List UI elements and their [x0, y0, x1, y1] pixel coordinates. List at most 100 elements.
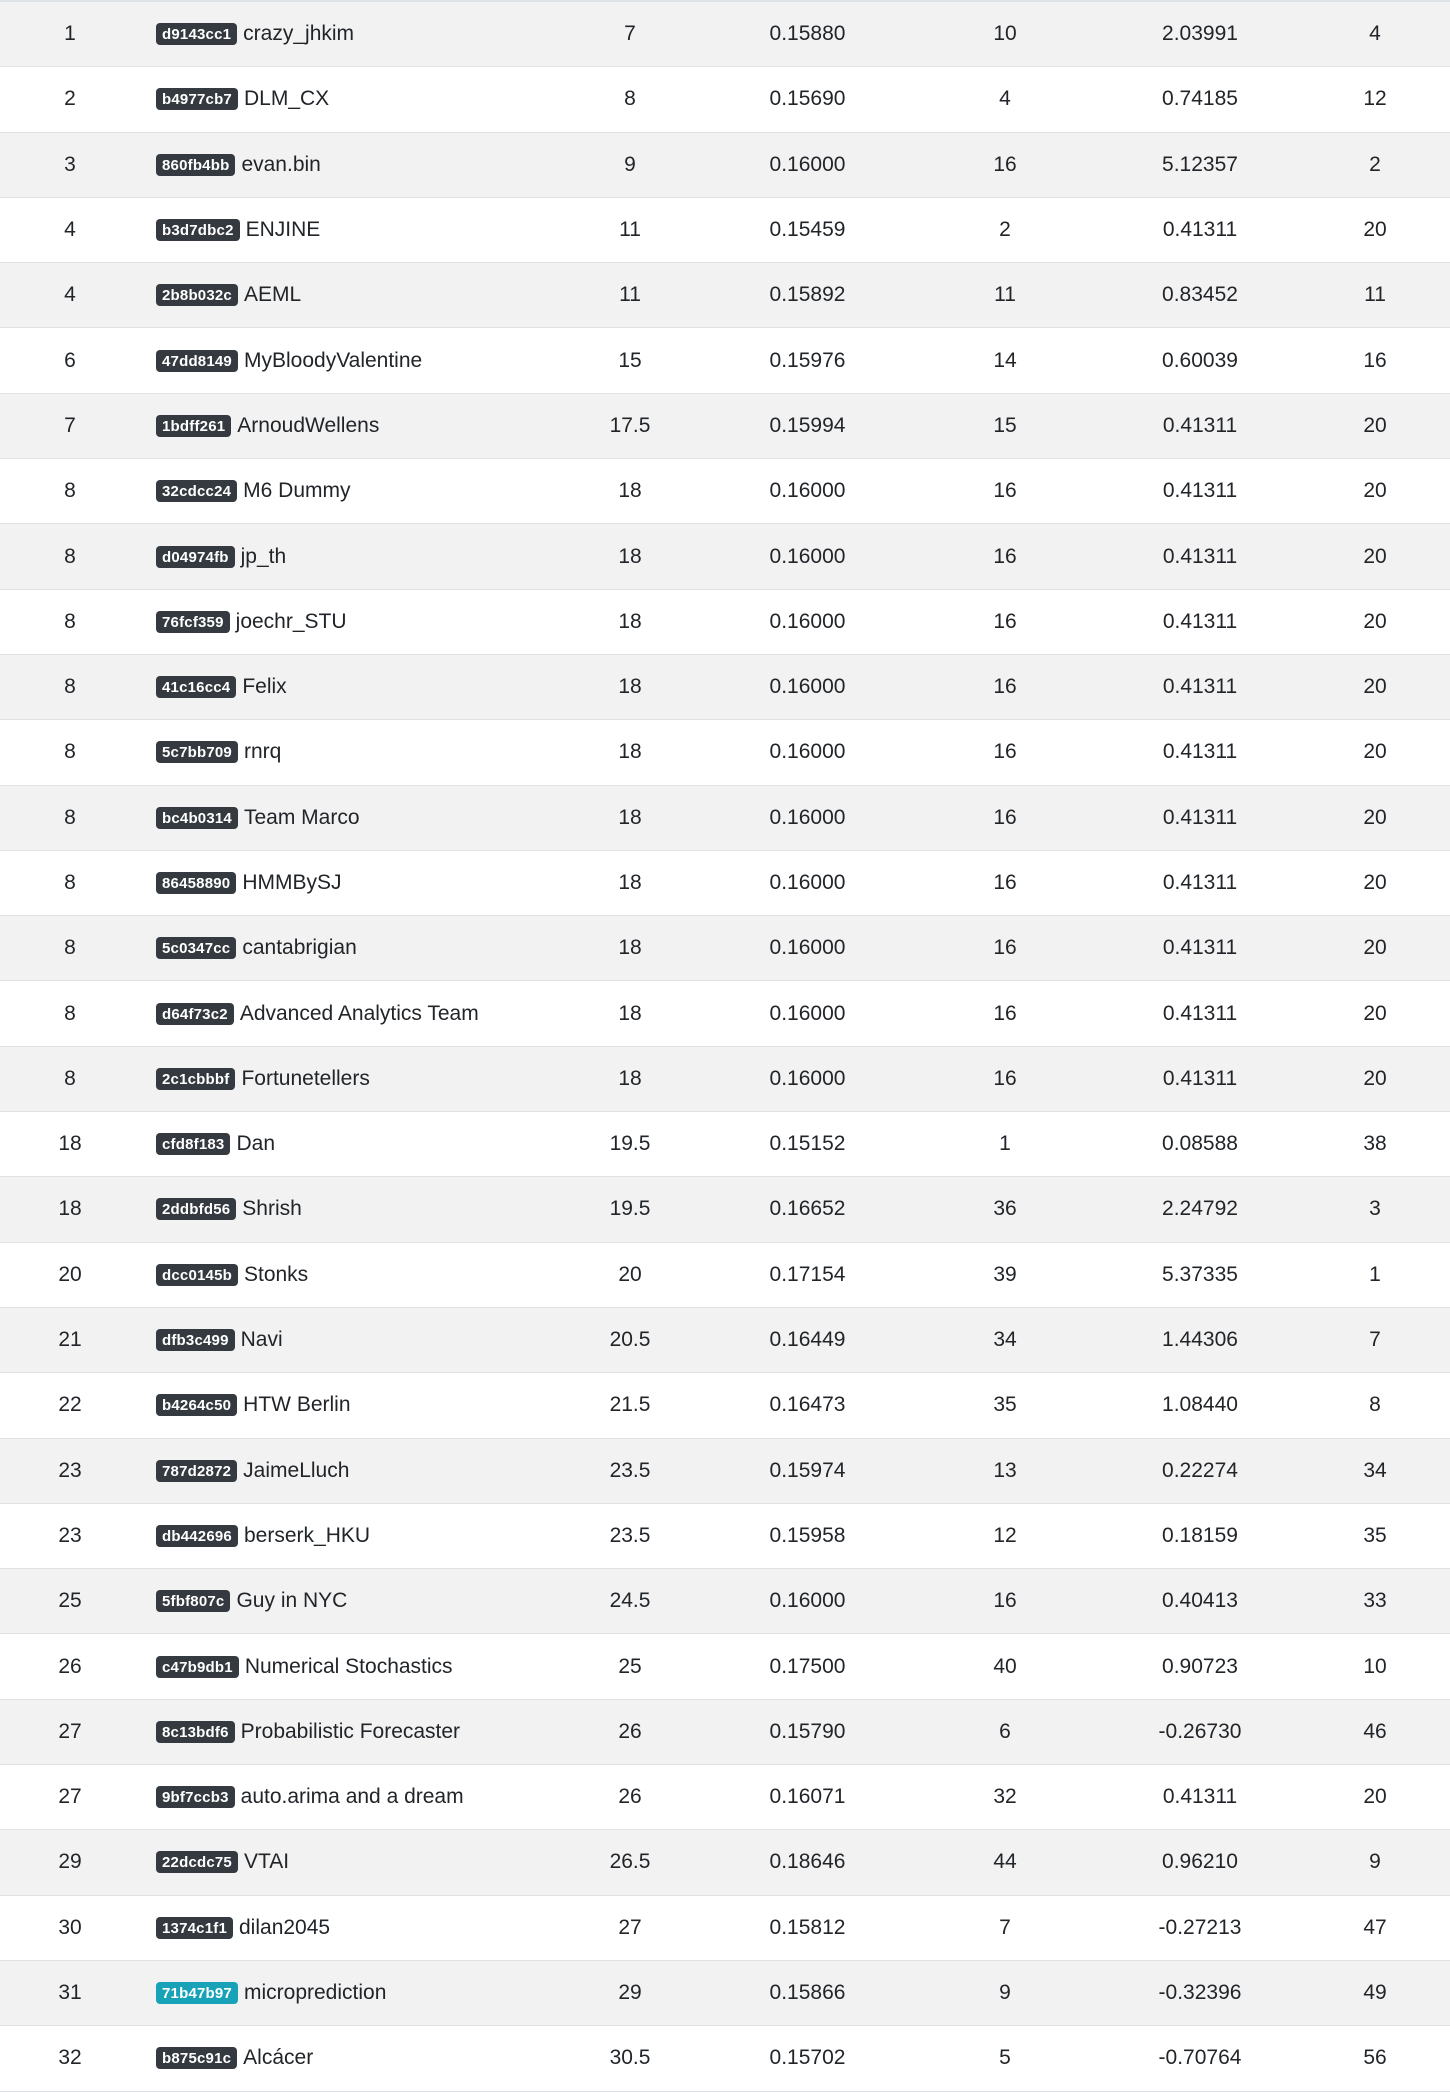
- return-rank-cell: 10: [1363, 1654, 1387, 1678]
- return-rank-cell: 11: [1364, 283, 1386, 307]
- team-id-badge: dcc0145b: [156, 1263, 238, 1286]
- rank-cell: 6: [64, 348, 76, 372]
- rank-cell: 2: [64, 87, 76, 111]
- return-cell: -0.32396: [1158, 1981, 1242, 2005]
- score-cell: 0.15880: [769, 22, 846, 46]
- table-row: 3 860fb4bb evan.bin 9 0.16000 16 5.12357 2: [0, 132, 1450, 198]
- team-id-badge: 5c0347cc: [156, 937, 237, 960]
- table-row: 21 dfb3c499 Navi 20.5 0.16449 34 1.44306 7: [0, 1307, 1450, 1374]
- avg-rank-cell: 18: [618, 871, 642, 894]
- return-rank-cell: 46: [1363, 1719, 1387, 1743]
- rank-cell: 1: [64, 22, 76, 46]
- avg-rank-cell: 11: [619, 283, 641, 307]
- score-rank-cell: 14: [993, 348, 1017, 372]
- return-cell: 0.60039: [1162, 348, 1238, 372]
- score-rank-cell: 39: [993, 1262, 1017, 1286]
- table-row: 31 71b47b97 microprediction 29 0.15866 9 -0.32…: [0, 1960, 1450, 2027]
- return-rank-cell: 3: [1369, 1197, 1381, 1221]
- team-name: rnrq: [243, 740, 282, 764]
- avg-rank-cell: 11: [619, 218, 641, 242]
- team-id-badge: 5c7bb709: [156, 741, 238, 764]
- avg-rank-cell: 18: [618, 544, 642, 568]
- score-cell: 0.15994: [769, 413, 846, 437]
- table-row: 18 cfd8f183 Dan 19.5 0.15152 1 0.08588 38: [0, 1112, 1450, 1178]
- rank-cell: 21: [58, 1328, 82, 1352]
- score-cell: 0.16000: [769, 544, 846, 568]
- team-cell: 22dcdc75 VTAI: [140, 1850, 555, 1874]
- rank-cell: 8: [64, 1066, 76, 1090]
- team-id-badge: d04974fb: [156, 545, 235, 568]
- score-cell: 0.18646: [769, 1850, 846, 1874]
- team-cell: 9bf7ccb3 auto.arima and a dream: [140, 1785, 555, 1809]
- team-id-badge: d64f73c2: [156, 1002, 234, 1025]
- table-row: 27 8c13bdf6 Probabilistic Forecaster 26 0.15…: [0, 1699, 1450, 1766]
- score-cell: 0.16000: [769, 1066, 846, 1090]
- team-name: Fortunetellers: [241, 1066, 370, 1090]
- rank-cell: 8: [64, 544, 76, 568]
- return-rank-cell: 34: [1363, 1458, 1387, 1482]
- return-cell: 0.41311: [1162, 805, 1238, 829]
- score-rank-cell: 16: [993, 1001, 1017, 1025]
- score-rank-cell: 15: [993, 413, 1017, 437]
- team-cell: d64f73c2 Advanced Analytics Team: [140, 1002, 555, 1026]
- return-cell: 0.41311: [1162, 609, 1238, 633]
- team-name: Felix: [242, 675, 287, 699]
- team-name: Guy in NYC: [236, 1589, 348, 1613]
- avg-rank-cell: 21.5: [609, 1393, 651, 1417]
- score-rank-cell: 44: [993, 1850, 1017, 1874]
- rank-cell: 4: [64, 283, 76, 307]
- score-rank-cell: 16: [993, 936, 1017, 960]
- team-id-badge: db442696: [156, 1524, 238, 1547]
- rank-cell: 3: [64, 152, 76, 176]
- avg-rank-cell: 18: [618, 740, 642, 764]
- team-name: ArnoudWellens: [237, 413, 380, 437]
- avg-rank-cell: 18: [618, 479, 642, 503]
- team-cell: bc4b0314 Team Marco: [140, 806, 555, 830]
- table-row: 8 d64f73c2 Advanced Analytics Team 18 0.1600…: [0, 981, 1450, 1047]
- table-row: 25 5fbf807c Guy in NYC 24.5 0.16000 16 0.40413…: [0, 1569, 1450, 1635]
- rank-cell: 23: [58, 1523, 82, 1547]
- score-cell: 0.17154: [769, 1262, 846, 1286]
- return-rank-cell: 20: [1363, 871, 1387, 894]
- score-cell: 0.16000: [769, 805, 846, 829]
- rank-cell: 20: [58, 1262, 82, 1286]
- score-cell: 0.16000: [769, 1001, 846, 1025]
- return-rank-cell: 1: [1369, 1262, 1381, 1286]
- score-rank-cell: 16: [993, 805, 1017, 829]
- return-rank-cell: 20: [1363, 740, 1387, 764]
- avg-rank-cell: 18: [618, 805, 642, 829]
- avg-rank-cell: 26: [618, 1719, 642, 1743]
- team-name: VTAI: [243, 1850, 290, 1874]
- table-row: 22 b4264c50 HTW Berlin 21.5 0.16473 35 1.08440…: [0, 1373, 1450, 1439]
- rank-cell: 26: [58, 1654, 82, 1678]
- return-rank-cell: 12: [1363, 87, 1387, 111]
- return-rank-cell: 20: [1363, 1001, 1387, 1025]
- score-cell: 0.16449: [769, 1328, 846, 1352]
- avg-rank-cell: 23.5: [609, 1523, 651, 1547]
- team-name: Advanced Analytics Team: [239, 1001, 479, 1025]
- return-rank-cell: 20: [1363, 675, 1387, 699]
- table-row: 4 b3d7dbc2 ENJINE 11 0.15459 2 0.41311 20: [0, 198, 1450, 264]
- score-cell: 0.16000: [769, 479, 846, 503]
- return-cell: 0.41311: [1162, 740, 1238, 764]
- table-row: 20 dcc0145b Stonks 20 0.17154 39 5.37335 1: [0, 1243, 1450, 1308]
- team-id-badge: 22dcdc75: [156, 1851, 238, 1874]
- table-row: 8 5c7bb709 rnrq 18 0.16000 16 0.41311 20: [0, 720, 1450, 786]
- score-rank-cell: 16: [993, 152, 1017, 176]
- return-cell: 0.41311: [1162, 218, 1238, 242]
- score-rank-cell: 36: [993, 1197, 1017, 1221]
- avg-rank-cell: 18: [618, 1066, 642, 1090]
- team-id-badge: c47b9db1: [156, 1655, 239, 1678]
- return-cell: 0.08588: [1162, 1132, 1238, 1156]
- team-name: Dan: [236, 1132, 275, 1156]
- rank-cell: 8: [64, 805, 76, 829]
- team-id-badge: b875c91c: [156, 2047, 238, 2070]
- score-cell: 0.16000: [769, 609, 846, 633]
- return-cell: 0.41311: [1162, 413, 1238, 437]
- score-cell: 0.16652: [769, 1197, 846, 1221]
- team-name: AEML: [243, 283, 302, 307]
- team-cell: dfb3c499 Navi: [140, 1328, 555, 1352]
- rank-cell: 8: [64, 609, 76, 633]
- table-row: 8 d04974fb jp_th 18 0.16000 16 0.41311 20: [0, 524, 1450, 590]
